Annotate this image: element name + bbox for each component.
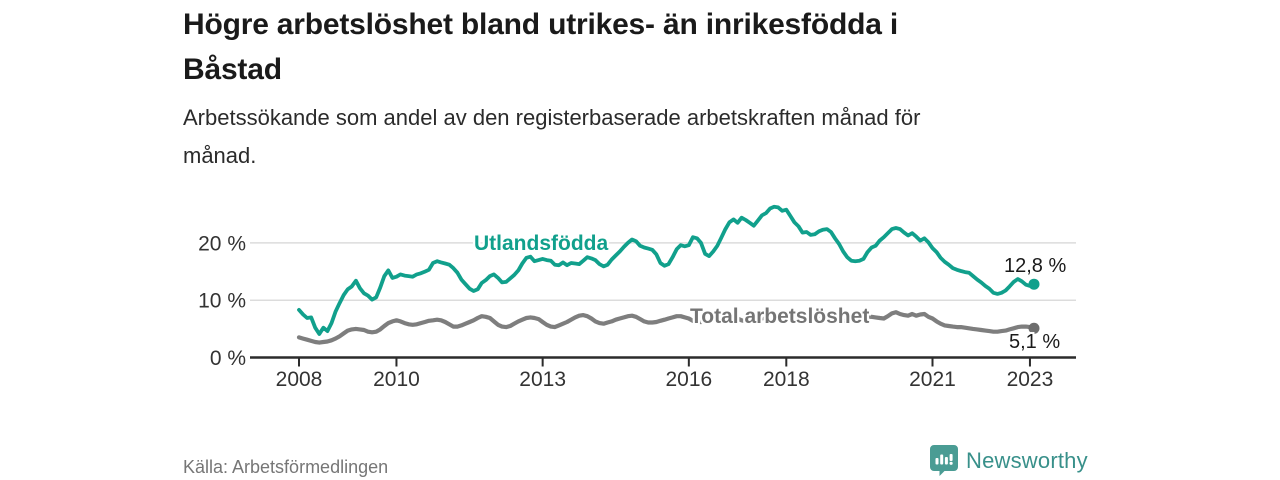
series-line <box>296 310 1037 345</box>
chart-series <box>296 204 1037 345</box>
series-end-dot <box>1028 278 1040 290</box>
end-value-label-total: 5,1 % <box>1009 331 1061 353</box>
x-tick-label: 2021 <box>909 368 956 391</box>
source-text: Källa: Arbetsförmedlingen <box>183 457 389 477</box>
x-tick-label: 2008 <box>276 368 323 391</box>
series-label-total-arbetsloshet: Total arbetslöshet <box>690 305 870 328</box>
x-tick-label: 2018 <box>763 368 810 391</box>
x-tick-label: 2010 <box>373 368 420 391</box>
series-label-utlandsfodda: Utlandsfödda <box>474 232 609 255</box>
gridlines: 0 % 10 % 20 % <box>198 232 1076 370</box>
newsworthy-wordmark: Newsworthy <box>966 447 1088 473</box>
newsworthy-logo: Newsworthy <box>930 445 1088 476</box>
bar-chart-badge-icon <box>930 445 958 476</box>
series-end-dot <box>1028 322 1040 334</box>
x-tick-label: 2013 <box>519 368 566 391</box>
page-title: Högre arbetslöshet bland utrikes- än inr… <box>183 8 898 86</box>
end-value-label-utlandsfodda: 12,8 % <box>1004 255 1067 277</box>
x-axis: 2008 2010 2013 2016 2018 2021 2023 <box>250 356 1076 391</box>
series-end-dots <box>1028 278 1040 334</box>
y-tick-label: 20 % <box>198 232 246 255</box>
series-line <box>297 204 1036 336</box>
x-tick-label: 2016 <box>665 368 712 391</box>
y-tick-label: 0 % <box>210 347 246 370</box>
page-subtitle: Arbetssökande som andel av den registerb… <box>183 105 921 168</box>
x-tick-label: 2023 <box>1007 368 1054 391</box>
y-tick-label: 10 % <box>198 290 246 313</box>
